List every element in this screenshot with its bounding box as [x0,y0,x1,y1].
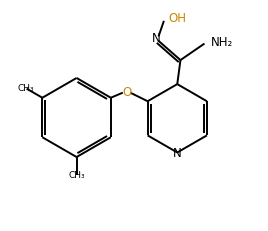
Text: N: N [173,147,182,160]
Text: O: O [122,86,131,99]
Text: N: N [152,33,161,46]
Text: NH₂: NH₂ [210,36,233,49]
Text: CH₃: CH₃ [18,84,34,93]
Text: OH: OH [169,12,187,25]
Text: CH₃: CH₃ [68,171,85,180]
